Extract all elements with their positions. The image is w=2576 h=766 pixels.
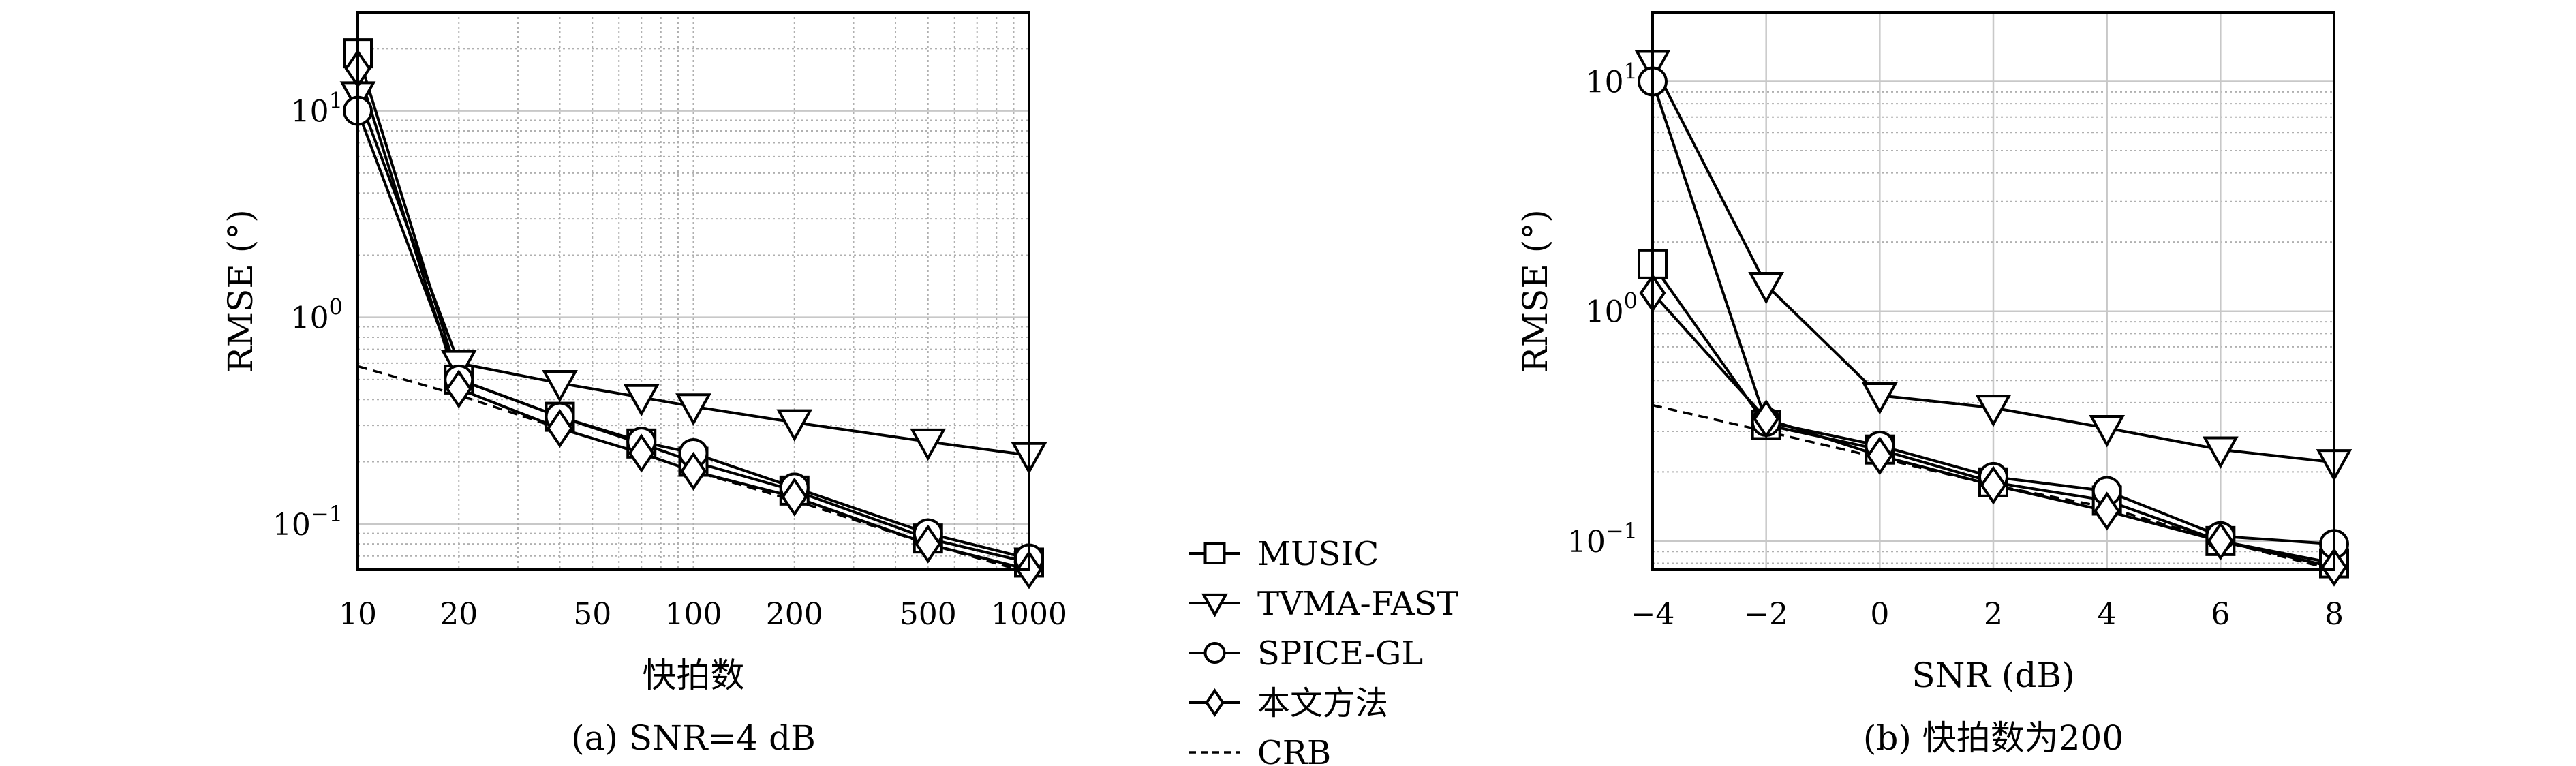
panel-b-ytick-label: 10−1: [1567, 518, 1638, 560]
panel-a-xtick-label: 200: [766, 597, 823, 632]
panel-a-ytick-label: 100: [291, 294, 343, 336]
legend-entry-spice-gl-marker: [1203, 642, 1226, 664]
panel-b-xtick-label: 2: [1984, 597, 2003, 632]
panel-b-series-本文方法-point: [2207, 521, 2234, 561]
panel-a-series-tvma-fast-point: [910, 428, 947, 461]
panel-b-series-tvma-fast-point: [1975, 395, 2012, 427]
panel-a-series-本文方法-point: [628, 433, 655, 473]
panel-b-series-本文方法-point: [1980, 465, 2007, 505]
panel-a-series-本文方法-point: [781, 477, 808, 517]
panel-b-caption: (b) 快拍数为200: [1863, 718, 2123, 758]
panel-a-xtick-label: 100: [665, 597, 722, 632]
panel-b-x-axis-label: SNR (dB): [1912, 656, 2074, 695]
panel-b-series-本文方法-point: [1866, 436, 1893, 476]
panel-b-snr: −4 −2 0 2 4 6 8 10−1 100 101 SNR (dB) RMSE (°) (b) 快…: [1516, 11, 2352, 758]
panel-b-y-axis-label: RMSE (°): [1516, 209, 1555, 373]
legend-entry-本文方法-label: 本文方法: [1257, 684, 1388, 722]
panel-a-series-本文方法-point: [915, 524, 942, 564]
panel-b-series-tvma-fast-point: [2089, 414, 2126, 448]
panel-b-series-tvma-fast-point: [1748, 272, 1785, 305]
legend-entry-crb-label: CRB: [1257, 734, 1331, 766]
panel-a-y-axis-label: RMSE (°): [221, 209, 260, 373]
panel-b-xtick-label: 4: [2098, 597, 2117, 632]
panel-a-series-tvma-fast-point: [776, 409, 813, 442]
panel-a-xtick-label: 50: [573, 597, 611, 632]
panel-a-caption: (a) SNR=4 dB: [571, 718, 816, 758]
legend-entry-tvma-fast-label: TVMA-FAST: [1257, 585, 1458, 623]
legend-entry-tvma-fast-marker: [1201, 593, 1228, 618]
panel-b-series-本文方法-point: [2094, 491, 2121, 531]
panel-b-xtick-label: 8: [2325, 597, 2344, 632]
panel-b-xtick-label: 6: [2211, 597, 2230, 632]
panel-a-xtick-label: 500: [900, 597, 957, 632]
panel-b-ytick-label: 100: [1586, 288, 1638, 330]
panel-a-xtick-label: 1000: [991, 597, 1067, 632]
panel-a-series-本文方法-point: [445, 369, 472, 409]
legend: MUSIC TVMA-FAST SPICE-GL 本文方法 CRB: [1189, 535, 1458, 766]
legend-entry-spice-gl-label: SPICE-GL: [1257, 634, 1423, 673]
panel-b-ytick-label: 101: [1586, 59, 1638, 100]
panel-a-series-tvma-fast-point: [623, 384, 660, 417]
panel-b-axes-frame: [1651, 11, 2335, 571]
legend-entry-music-label: MUSIC: [1257, 535, 1379, 573]
panel-a-xtick-label: 20: [440, 597, 478, 632]
panel-a-series-spice-gl-line: [358, 110, 1029, 560]
panel-a-series-tvma-fast-line: [358, 93, 1029, 457]
panel-b-xtick-label: 0: [1870, 597, 1889, 632]
panel-a-snapshots: 10 20 50 100 200 500 1000 10−1 100 101 快拍数 RMSE (°)…: [221, 11, 1067, 758]
panel-b-series-tvma-fast-point: [2202, 436, 2239, 469]
panel-a-ytick-label: 101: [291, 88, 343, 129]
panel-a-series-tvma-fast-point: [542, 370, 578, 403]
panel-a-x-axis-label: 快拍数: [643, 656, 745, 695]
panel-a-plot-area: [358, 52, 1029, 570]
panel-a-series-本文方法-point: [547, 409, 573, 448]
legend-entry-本文方法-marker: [1205, 688, 1225, 718]
panel-b-series-本文方法-point: [1753, 399, 1780, 439]
panel-a-xtick-label: 10: [339, 597, 377, 632]
panel-b-xtick-label: −2: [1744, 597, 1788, 632]
panel-b-xtick-label: −4: [1631, 597, 1675, 632]
panel-a-axes-frame: [356, 11, 1030, 571]
legend-entry-music-marker: [1203, 542, 1226, 564]
panel-b-series-tvma-fast-point: [1861, 382, 1898, 415]
panel-a-ytick-label: 10−1: [273, 501, 343, 542]
panel-a-series-本文方法-point: [680, 451, 707, 491]
panel-a-series-tvma-fast-point: [675, 393, 711, 426]
